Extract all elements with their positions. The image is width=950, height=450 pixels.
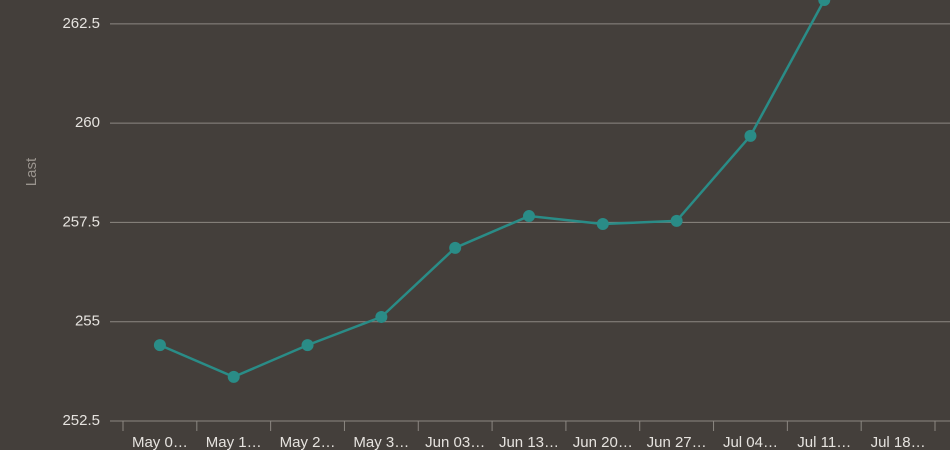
- y-axis-label: Last: [23, 157, 40, 186]
- x-tick-label: Jun 20…: [573, 434, 633, 450]
- x-tick-label: Jul 11…: [797, 434, 851, 450]
- x-tick-label: Jul 04…: [723, 434, 778, 450]
- data-point: [670, 214, 683, 227]
- x-tick-label: May 2…: [280, 434, 336, 450]
- data-point: [301, 339, 314, 352]
- x-tick-label: Jun 13…: [499, 434, 559, 450]
- x-tick-label: Jul 18…: [871, 434, 926, 450]
- data-point: [375, 310, 388, 323]
- x-tick-label: May 3…: [353, 434, 409, 450]
- data-point: [818, 0, 831, 6]
- data-point: [227, 370, 240, 383]
- y-tick-label: 260: [75, 114, 100, 131]
- x-tick-label: May 0…: [132, 434, 188, 450]
- y-tick-label: 262.5: [62, 15, 100, 32]
- y-tick-label: 255: [75, 313, 100, 330]
- data-point: [449, 241, 462, 254]
- y-tick-label: 257.5: [62, 213, 100, 230]
- x-tick-label: Jun 27…: [647, 434, 707, 450]
- series-line: [159, 0, 826, 379]
- data-point: [744, 129, 757, 142]
- data-point: [596, 218, 609, 231]
- x-tick-label: May 1…: [206, 434, 262, 450]
- data-point: [523, 210, 535, 223]
- x-tick-label: Jun 03…: [425, 434, 485, 450]
- data-point: [153, 339, 166, 352]
- y-tick-label: 252.5: [62, 412, 100, 429]
